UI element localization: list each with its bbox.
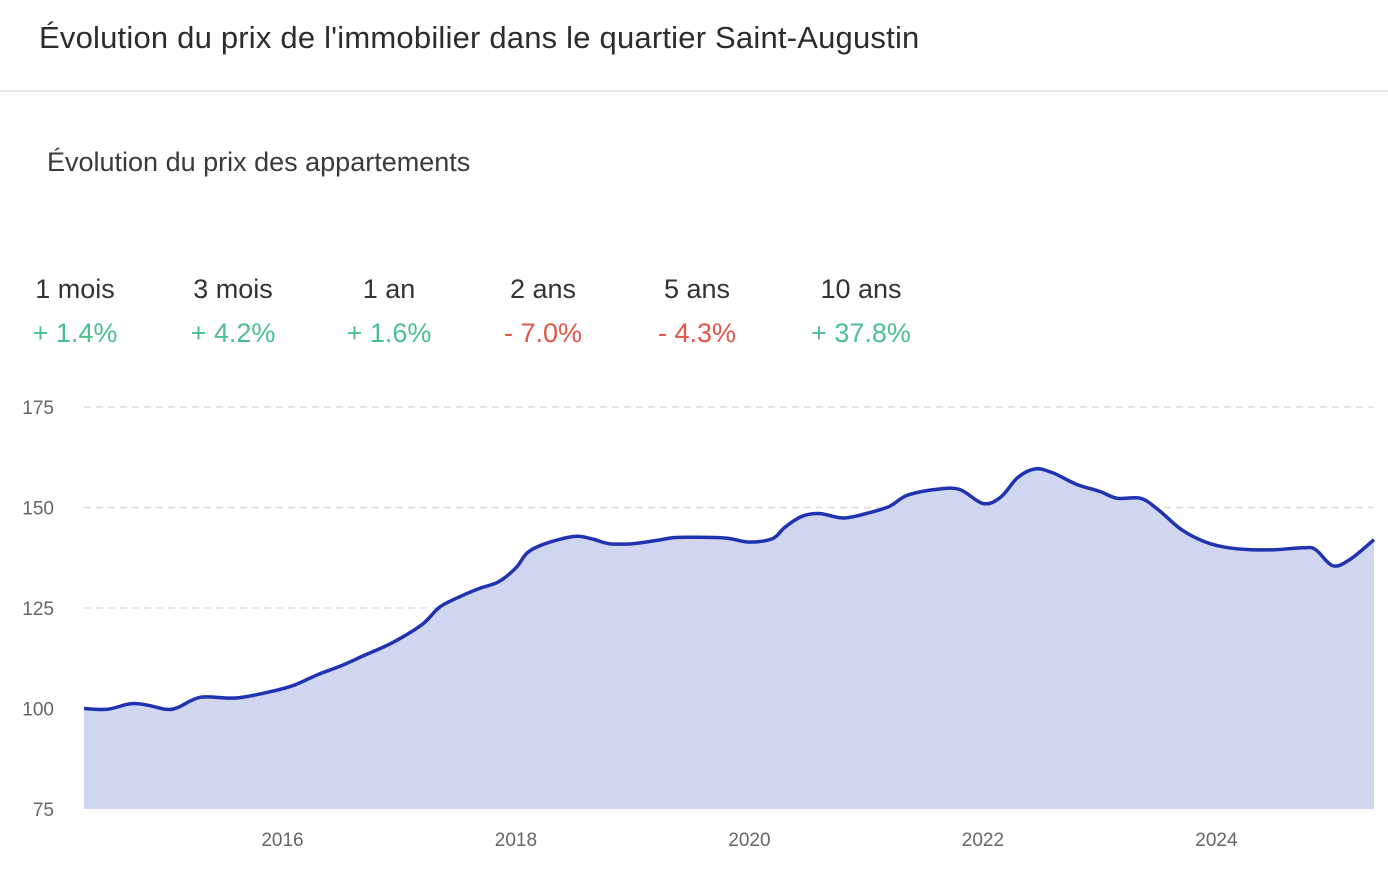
period-5-years: 5 ans - 4.3% <box>622 270 772 358</box>
x-tick-label: 2022 <box>962 830 1004 851</box>
period-1-month: 1 mois + 1.4% <box>0 270 150 358</box>
x-tick-label: 2020 <box>728 830 770 851</box>
chart-title: Évolution du prix des appartements <box>47 147 471 177</box>
period-value: + 37.8% <box>811 318 911 348</box>
y-tick-label: 75 <box>33 800 54 821</box>
period-1-year: 1 an + 1.6% <box>314 270 464 358</box>
period-label: 2 ans <box>509 274 577 304</box>
period-value: + 1.4% <box>32 318 118 348</box>
period-value: - 4.3% <box>657 318 737 348</box>
price-area-fill <box>84 468 1374 809</box>
y-axis-labels: 175 150 125 100 75 <box>22 398 54 821</box>
page-header: Évolution du prix de l'immobilier dans l… <box>0 0 1388 92</box>
y-tick-label: 125 <box>22 599 54 620</box>
y-tick-label: 175 <box>22 398 54 419</box>
period-label: 5 ans <box>663 274 731 304</box>
x-tick-label: 2024 <box>1195 830 1238 851</box>
x-tick-label: 2016 <box>261 830 303 851</box>
period-10-years: 10 ans + 37.8% <box>786 270 936 358</box>
period-value: + 4.2% <box>190 318 276 348</box>
period-label: 1 mois <box>35 274 115 304</box>
x-axis-labels: 2016 2018 2020 2022 2024 <box>261 830 1238 851</box>
y-tick-label: 100 <box>22 700 54 721</box>
period-2-years: 2 ans - 7.0% <box>468 270 618 358</box>
period-3-months: 3 mois + 4.2% <box>158 270 308 358</box>
period-variation-summary: 1 mois + 1.4% 3 mois + 4.2% 1 an + 1.6% … <box>0 270 1000 360</box>
period-label: 10 ans <box>820 274 902 304</box>
period-value: - 7.0% <box>503 318 583 348</box>
page-title: Évolution du prix de l'immobilier dans l… <box>39 20 920 55</box>
period-label: 3 mois <box>193 274 273 304</box>
y-tick-label: 150 <box>22 499 54 520</box>
price-evolution-chart: 175 150 125 100 75 2016 2018 2020 2022 2024 <box>22 398 1376 851</box>
x-tick-label: 2018 <box>495 830 537 851</box>
price-line <box>83 467 1376 712</box>
period-label: 1 an <box>362 274 416 304</box>
period-value: + 1.6% <box>346 318 432 348</box>
